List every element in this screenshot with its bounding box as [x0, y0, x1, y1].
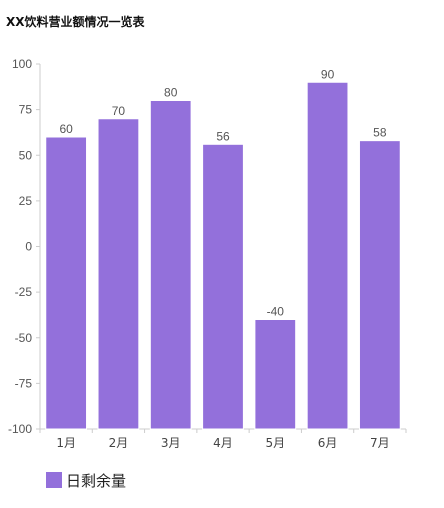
bar [254, 319, 297, 430]
chart-title: XX饮料营业额情况一览表 [6, 15, 145, 29]
x-tick-label: 5月 [265, 436, 285, 450]
data-label: 56 [216, 129, 230, 143]
data-label: -40 [267, 305, 285, 319]
bar [358, 140, 401, 430]
y-tick-label: -75 [15, 376, 33, 390]
bar [45, 136, 88, 430]
bar [202, 143, 244, 430]
data-label: 60 [59, 122, 73, 136]
x-tick-label: 7月 [370, 436, 390, 450]
bar [149, 100, 192, 430]
bar [97, 118, 140, 430]
y-tick-label: 75 [19, 103, 33, 117]
data-label: 58 [373, 126, 387, 140]
y-tick-label: 0 [25, 240, 32, 254]
bar [306, 81, 349, 430]
x-tick-label: 1月 [56, 436, 76, 450]
legend-label: 日剩余量 [66, 471, 127, 490]
x-tick-label: 3月 [161, 436, 181, 450]
y-tick-label: -100 [8, 422, 32, 436]
y-tick-label: 25 [19, 194, 33, 208]
data-label: 90 [321, 67, 335, 81]
x-tick-label: 6月 [318, 436, 338, 450]
legend[interactable]: 日剩余量 [46, 470, 126, 490]
y-tick-label: 50 [19, 148, 33, 162]
y-tick-label: -25 [15, 285, 33, 299]
x-tick-label: 4月 [213, 436, 233, 450]
x-tick-label: 2月 [109, 436, 129, 450]
bar-chart: 100 75 50 25 0 -25 -50 -75 -100 60 1月 70 2月 80 3月 56 4月 -… [8, 57, 407, 450]
legend-swatch [46, 472, 62, 488]
data-label: 80 [164, 86, 178, 100]
data-label: 70 [112, 104, 126, 118]
y-tick-label: -50 [15, 331, 33, 345]
y-tick-label: 100 [12, 57, 32, 71]
